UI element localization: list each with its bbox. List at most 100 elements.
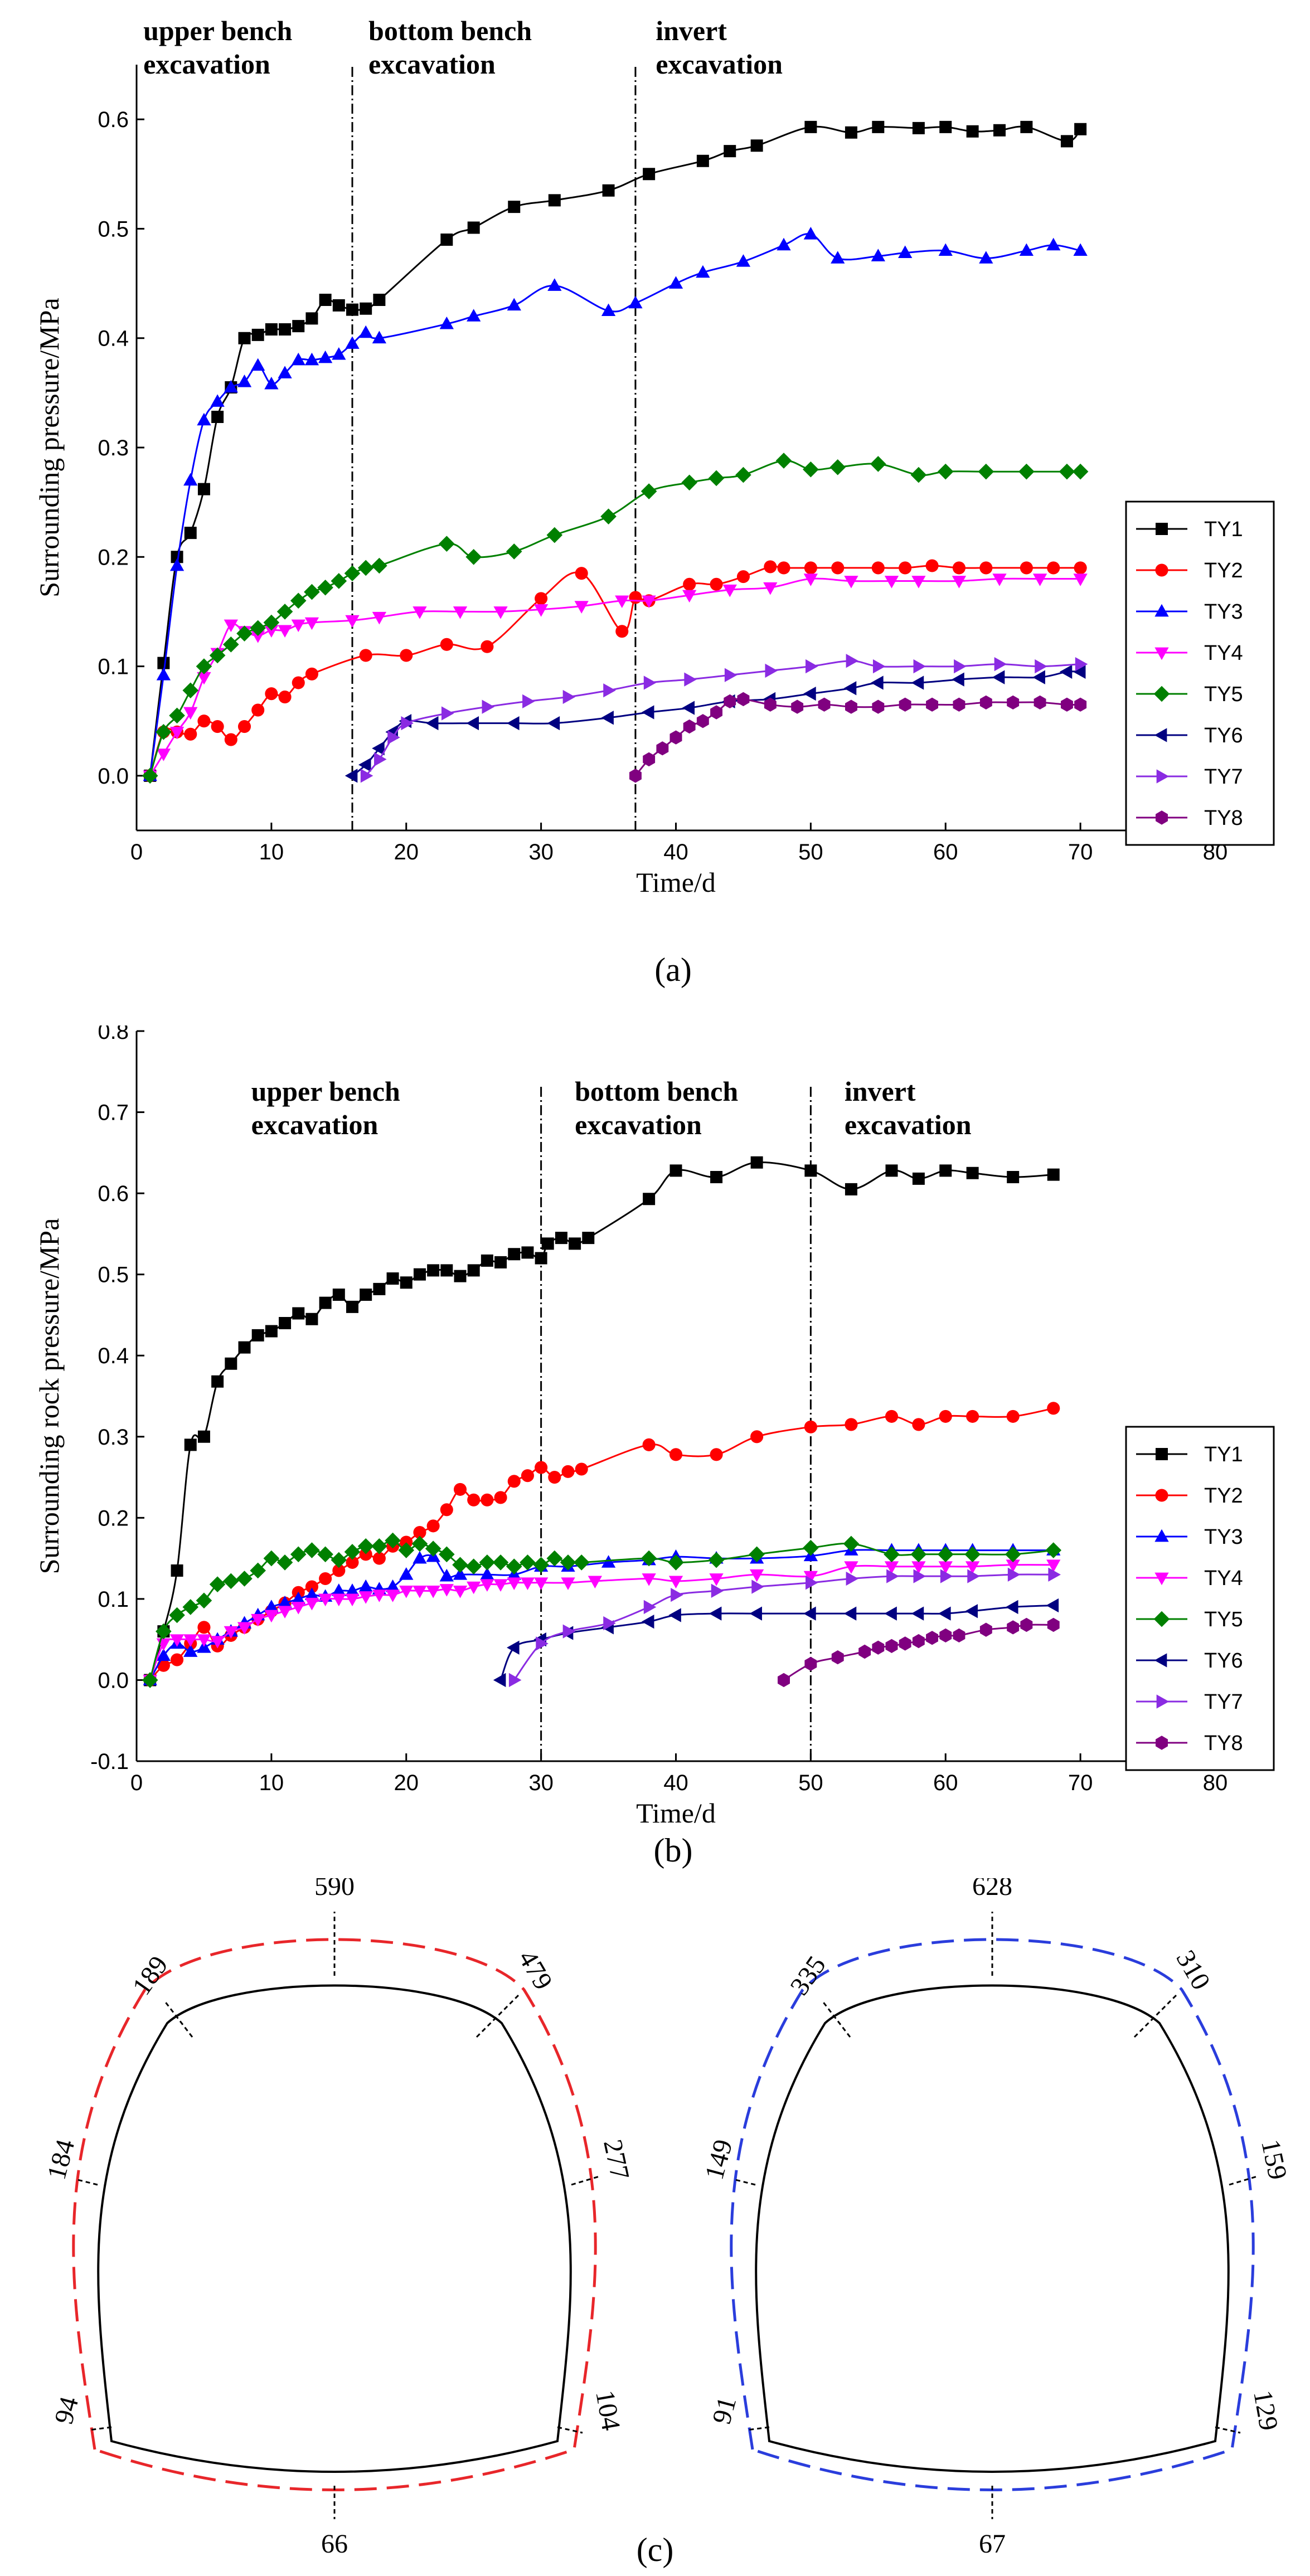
- y-tick-label: 0.4: [98, 327, 129, 351]
- data-point: [777, 561, 790, 575]
- data-point: [465, 1558, 482, 1574]
- x-tick-label: 10: [259, 1771, 284, 1795]
- data-point: [319, 1572, 332, 1586]
- legend-marker: [1155, 563, 1168, 577]
- data-point: [157, 657, 170, 669]
- data-point: [263, 614, 280, 631]
- y-tick-label: 0.2: [98, 1506, 129, 1530]
- data-point: [682, 590, 697, 603]
- data-point: [467, 1493, 481, 1506]
- data-point: [1020, 1617, 1033, 1632]
- data-point: [791, 699, 804, 714]
- data-point: [764, 697, 777, 712]
- pressure-value-crown: 590: [314, 1878, 355, 1901]
- data-point: [292, 1307, 305, 1320]
- data-point: [344, 565, 361, 582]
- data-point: [481, 1254, 493, 1267]
- data-point: [358, 1579, 373, 1592]
- data-point: [750, 1156, 763, 1169]
- data-point: [938, 243, 953, 256]
- data-point: [427, 1264, 440, 1277]
- phase-label: excavation: [575, 1109, 702, 1140]
- x-tick-label: 20: [394, 1771, 419, 1795]
- data-point: [642, 1573, 656, 1586]
- data-point: [629, 591, 642, 604]
- data-point: [169, 558, 185, 571]
- data-point: [1047, 561, 1060, 575]
- legend-item: TY3: [1136, 1525, 1243, 1549]
- data-point: [210, 1636, 225, 1649]
- legend-marker: [1156, 1694, 1170, 1709]
- data-point: [317, 579, 333, 596]
- data-point: [1020, 120, 1033, 133]
- data-point: [937, 463, 954, 480]
- data-point: [304, 1542, 320, 1558]
- data-point: [265, 1325, 278, 1338]
- data-point: [628, 295, 643, 309]
- data-point: [238, 332, 251, 344]
- pressure-envelope: [72, 1938, 597, 2491]
- pressure-value-left-wall: 149: [700, 2136, 739, 2183]
- legend-marker: [1156, 769, 1170, 784]
- data-point: [439, 316, 454, 329]
- data-point: [426, 1585, 440, 1598]
- data-point: [872, 659, 886, 674]
- data-point: [764, 560, 777, 573]
- data-point: [507, 1640, 520, 1655]
- legend-item: TY5: [1136, 683, 1243, 706]
- data-point: [332, 1593, 346, 1607]
- data-point: [440, 234, 453, 246]
- data-point: [711, 1583, 724, 1598]
- data-point: [533, 604, 549, 617]
- data-point: [533, 1577, 549, 1590]
- data-point: [318, 350, 333, 363]
- data-point: [872, 1640, 885, 1655]
- data-point: [870, 456, 886, 472]
- data-point: [912, 1418, 925, 1431]
- legend-item: TY6: [1136, 724, 1243, 747]
- data-point: [182, 682, 199, 699]
- pressure-value-invert: 67: [979, 2529, 1006, 2559]
- data-point: [372, 1552, 386, 1565]
- data-point: [575, 1462, 588, 1476]
- data-point: [401, 716, 414, 731]
- data-point: [843, 1535, 860, 1552]
- data-point: [588, 1576, 603, 1589]
- data-point: [939, 1409, 952, 1423]
- data-point: [682, 701, 695, 715]
- data-point: [171, 1564, 183, 1577]
- data-point: [978, 463, 994, 480]
- data-point: [508, 201, 521, 213]
- data-point: [804, 120, 817, 133]
- legend-label: TY7: [1204, 765, 1243, 789]
- data-point: [521, 1246, 534, 1259]
- data-point: [846, 654, 859, 668]
- legend-marker: [1154, 647, 1169, 660]
- data-point: [169, 1607, 185, 1624]
- data-point: [399, 1567, 414, 1580]
- data-point: [937, 1546, 954, 1563]
- data-point: [209, 1576, 226, 1592]
- data-point: [197, 1634, 211, 1647]
- data-point: [806, 1576, 818, 1590]
- phase-label: excavation: [251, 1109, 379, 1140]
- data-point: [522, 694, 535, 709]
- legend-marker: [1154, 1653, 1167, 1668]
- data-point: [345, 336, 360, 349]
- data-point: [304, 352, 319, 366]
- data-point: [536, 1636, 549, 1651]
- data-point: [1032, 670, 1045, 684]
- legend-marker: [1155, 1489, 1168, 1502]
- phase-label: bottom bench: [575, 1076, 738, 1107]
- data-point: [454, 1270, 467, 1282]
- data-point: [453, 1567, 468, 1580]
- data-point: [346, 1556, 359, 1569]
- data-point: [385, 1532, 401, 1549]
- legend-item: TY8: [1136, 1732, 1243, 1755]
- x-axis-label: Time/d: [636, 1797, 716, 1829]
- data-point: [184, 727, 197, 741]
- data-point: [386, 1272, 399, 1285]
- data-point: [1006, 1409, 1020, 1423]
- data-point: [562, 689, 576, 704]
- data-point: [804, 561, 817, 575]
